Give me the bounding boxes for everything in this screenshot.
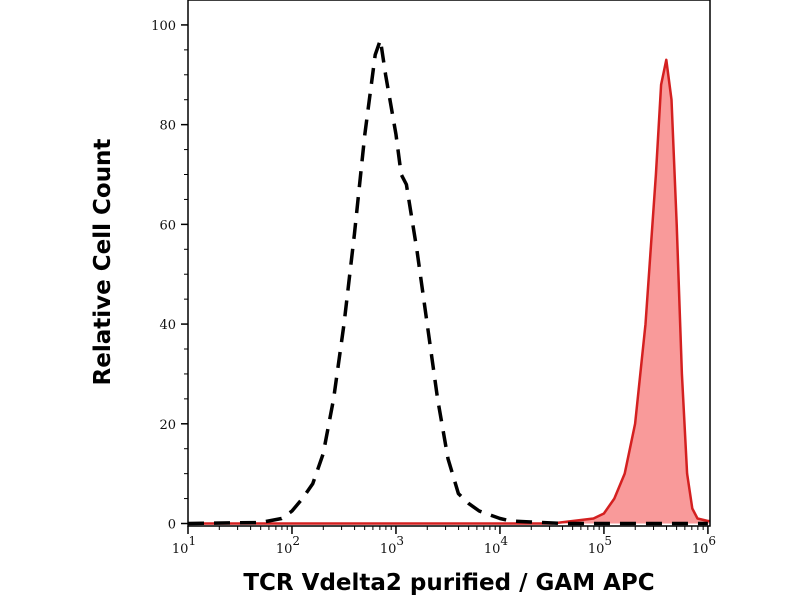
x-tick-label: 104 [484, 534, 509, 557]
tick-base: 10 [276, 542, 293, 557]
tick-base: 10 [380, 542, 397, 557]
tick-base: 10 [588, 542, 605, 557]
y-tick-label: 20 [159, 418, 176, 433]
tick-exponent: 2 [292, 534, 300, 548]
y-tick-label: 60 [159, 218, 176, 233]
x-tick-label: 102 [276, 534, 300, 557]
plot-marks [187, 38, 710, 526]
x-tick-label: 103 [380, 534, 404, 557]
y-axis: 0 20 40 60 80 100 [151, 19, 188, 533]
x-axis-label: TCR Vdelta2 purified / GAM APC [243, 570, 654, 596]
y-tick-label: 40 [159, 318, 176, 333]
tick-exponent: 1 [188, 534, 196, 548]
x-tick-label: 101 [172, 534, 196, 557]
x-tick-label: 106 [692, 534, 716, 557]
y-tick-label: 0 [168, 518, 176, 533]
x-tick-label: 105 [588, 534, 612, 557]
y-axis-label: Relative Cell Count [90, 139, 116, 386]
series-fill-1 [188, 59, 710, 524]
series-line-1 [188, 58, 710, 525]
y-tick-label: 100 [151, 19, 176, 34]
tick-base: 10 [172, 542, 189, 557]
tick-exponent: 3 [396, 534, 404, 548]
tick-base: 10 [484, 542, 501, 557]
tick-exponent: 6 [708, 534, 716, 548]
tick-base: 10 [692, 542, 709, 557]
y-tick-label: 80 [159, 119, 176, 134]
plot-frame [187, 0, 711, 527]
tick-exponent: 5 [604, 534, 612, 548]
tick-exponent: 4 [500, 534, 508, 548]
series-line-0 [187, 38, 708, 526]
